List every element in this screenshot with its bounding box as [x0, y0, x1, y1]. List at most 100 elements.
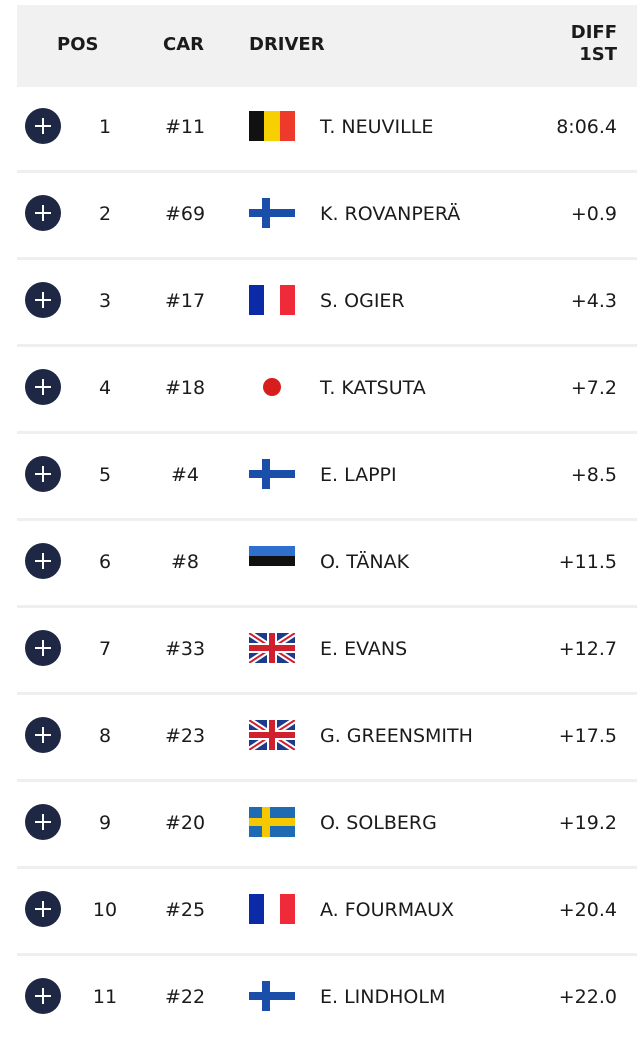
time-diff: +17.5 — [558, 725, 617, 747]
driver-name: E. LINDHOLM — [320, 986, 446, 1008]
row-separator — [17, 344, 637, 347]
expand-button[interactable] — [25, 891, 61, 927]
position: 4 — [98, 377, 112, 399]
flag-icon — [249, 111, 295, 145]
driver-name: T. NEUVILLE — [320, 116, 434, 138]
row-separator — [17, 170, 637, 173]
driver-name: S. OGIER — [320, 290, 405, 312]
expand-button[interactable] — [25, 456, 61, 492]
time-diff: +7.2 — [570, 377, 617, 399]
car-number: #22 — [164, 986, 206, 1008]
flag-graphic — [249, 285, 295, 315]
flag-graphic — [249, 459, 295, 489]
flag-icon — [249, 807, 295, 841]
car-number: #25 — [164, 899, 206, 921]
expand-button[interactable] — [25, 543, 61, 579]
expand-button[interactable] — [25, 630, 61, 666]
table-row: 10 #25 A. FOURMAUX +20.4 — [0, 867, 639, 954]
flag-graphic — [247, 630, 297, 666]
time-diff: +12.7 — [558, 638, 617, 660]
flag-graphic — [249, 981, 295, 1011]
flag-icon — [249, 894, 295, 928]
expand-button[interactable] — [25, 978, 61, 1014]
flag-icon — [249, 546, 295, 580]
row-separator — [17, 431, 637, 434]
driver-name: A. FOURMAUX — [320, 899, 455, 921]
driver-name: G. GREENSMITH — [320, 725, 473, 747]
flag-graphic — [247, 717, 297, 753]
row-separator — [17, 953, 637, 956]
flag-icon — [247, 630, 297, 667]
table-row: 8 #23 G. GREENSMITH +17.5 — [0, 693, 639, 780]
car-number: #23 — [164, 725, 206, 747]
position: 6 — [98, 551, 112, 573]
time-diff: +19.2 — [558, 812, 617, 834]
position: 1 — [98, 116, 112, 138]
row-separator — [17, 257, 637, 260]
flag-icon — [249, 198, 295, 232]
car-number: #11 — [164, 116, 206, 138]
expand-button[interactable] — [25, 108, 61, 144]
time-diff: +0.9 — [570, 203, 617, 225]
table-row: 9 #20 O. SOLBERG +19.2 — [0, 780, 639, 867]
table-row: 4 #18 T. KATSUTA +7.2 — [0, 345, 639, 432]
row-separator — [17, 866, 637, 869]
time-diff: 8:06.4 — [556, 116, 617, 138]
row-separator — [17, 692, 637, 695]
column-header: CAR — [163, 34, 205, 55]
position: 7 — [98, 638, 112, 660]
car-number: #4 — [170, 464, 199, 486]
flag-icon — [247, 717, 297, 754]
car-number: #69 — [164, 203, 206, 225]
table-row: 3 #17 S. OGIER +4.3 — [0, 258, 639, 345]
expand-button[interactable] — [25, 369, 61, 405]
table-row: 1 #11 T. NEUVILLE 8:06.4 — [0, 84, 639, 171]
row-separator — [17, 518, 637, 521]
car-number: #18 — [164, 377, 206, 399]
flag-icon — [249, 285, 295, 319]
position: 5 — [98, 464, 112, 486]
position: 10 — [92, 899, 118, 921]
time-diff: +11.5 — [558, 551, 617, 573]
row-separator — [17, 779, 637, 782]
expand-button[interactable] — [25, 282, 61, 318]
header-bar: POS CAR DRIVER DIFF 1ST — [17, 5, 637, 87]
car-number: #33 — [164, 638, 206, 660]
position: 3 — [98, 290, 112, 312]
flag-graphic — [249, 894, 295, 924]
expand-button[interactable] — [25, 717, 61, 753]
flag-icon — [249, 372, 295, 406]
table-row: 11 #22 E. LINDHOLM +22.0 — [0, 954, 639, 1041]
car-number: #20 — [164, 812, 206, 834]
position: 11 — [92, 986, 118, 1008]
position: 8 — [98, 725, 112, 747]
flag-icon — [249, 459, 295, 493]
flag-graphic — [249, 807, 295, 837]
driver-name: T. KATSUTA — [320, 377, 426, 399]
car-number: #8 — [170, 551, 199, 573]
time-diff: +8.5 — [570, 464, 617, 486]
time-diff: +20.4 — [558, 899, 617, 921]
row-separator — [17, 605, 637, 608]
column-header: DIFF 1ST — [570, 22, 617, 65]
flag-graphic — [249, 111, 295, 141]
time-diff: +4.3 — [570, 290, 617, 312]
position: 9 — [98, 812, 112, 834]
time-diff: +22.0 — [558, 986, 617, 1008]
flag-graphic — [249, 546, 295, 576]
table-row: 2 #69 K. ROVANPERÄ +0.9 — [0, 171, 639, 258]
driver-name: E. LAPPI — [320, 464, 397, 486]
flag-graphic — [249, 198, 295, 228]
table-row: 7 #33 E. EVANS +12.7 — [0, 606, 639, 693]
driver-name: E. EVANS — [320, 638, 408, 660]
car-number: #17 — [164, 290, 206, 312]
flag-graphic — [249, 372, 295, 402]
expand-button[interactable] — [25, 195, 61, 231]
driver-name: O. SOLBERG — [320, 812, 437, 834]
table-row: 5 #4 E. LAPPI +8.5 — [0, 432, 639, 519]
column-header: POS — [57, 34, 99, 55]
column-header: DRIVER — [249, 34, 325, 55]
flag-icon — [249, 981, 295, 1015]
expand-button[interactable] — [25, 804, 61, 840]
